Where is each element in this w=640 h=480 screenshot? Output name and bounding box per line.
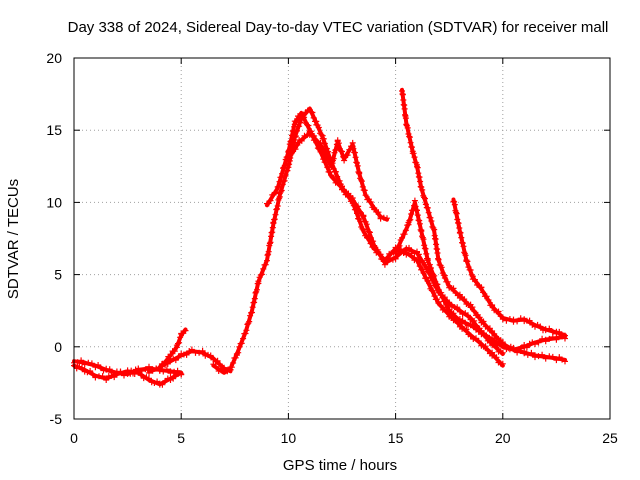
series-markers xyxy=(285,131,390,222)
y-tick-label: -5 xyxy=(50,411,63,427)
x-tick-label: 15 xyxy=(388,430,404,446)
y-tick-label: 5 xyxy=(54,267,62,283)
series-track-9 xyxy=(450,197,568,339)
y-tick-label: 20 xyxy=(46,50,62,66)
x-tick-label: 10 xyxy=(281,430,297,446)
series-markers xyxy=(450,198,568,339)
series-track-4 xyxy=(156,346,234,374)
x-axis-label: GPS time / hours xyxy=(283,457,397,474)
series-markers xyxy=(399,88,568,354)
y-tick-label: 15 xyxy=(46,122,62,138)
y-axis-label: SDTVAR / TECUs xyxy=(5,179,22,299)
x-tick-label: 25 xyxy=(602,430,618,446)
y-tick-label: 0 xyxy=(54,339,62,355)
data-series xyxy=(71,87,568,388)
chart-title: Day 338 of 2024, Sidereal Day-to-day VTE… xyxy=(68,19,609,36)
series-track-10 xyxy=(392,197,568,365)
plot-frame xyxy=(73,57,611,420)
series-markers xyxy=(392,197,568,365)
y-tick-label: 10 xyxy=(46,194,62,210)
axis-ticks: 0 5 10 15 20 25 -5 0 5 10 15 20 xyxy=(46,50,618,446)
x-tick-label: 0 xyxy=(70,430,78,446)
series-track-7 xyxy=(285,131,390,222)
grid-lines xyxy=(74,58,610,419)
x-tick-label: 20 xyxy=(495,430,511,446)
series-track-8 xyxy=(399,87,568,354)
series-markers xyxy=(156,346,234,374)
x-tick-label: 5 xyxy=(177,430,185,446)
